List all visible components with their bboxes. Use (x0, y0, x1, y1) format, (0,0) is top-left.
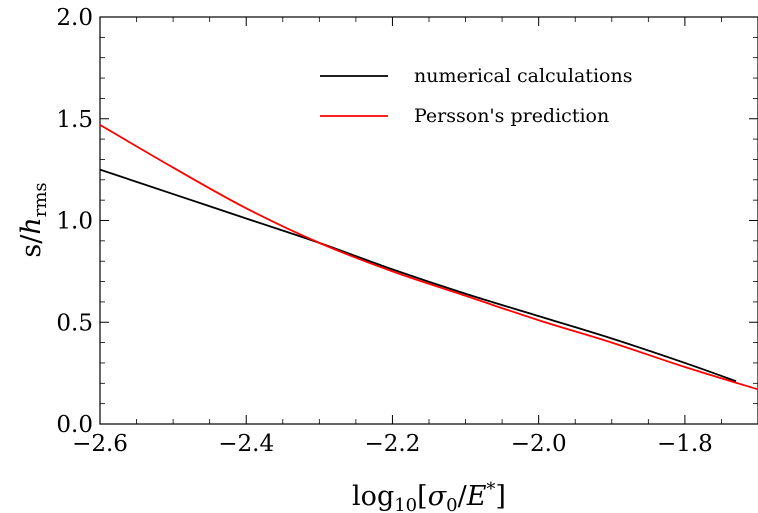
series-line-1 (99, 124, 758, 391)
x-tick-label: −2.4 (218, 431, 274, 457)
y-tick-label: 0.5 (56, 310, 93, 336)
legend-label-1: Persson's prediction (414, 105, 609, 127)
y-axis-label: s/hrms (16, 182, 51, 257)
x-tick-label: −2.6 (72, 431, 128, 457)
ticks (99, 16, 758, 425)
y-tick-label: 1.5 (56, 107, 93, 133)
y-tick-label: 1.0 (56, 209, 93, 235)
series-lines (99, 124, 758, 391)
x-tick-label: −2.0 (511, 431, 567, 457)
tick-labels: −2.6 −2.4 −2.2 −2.0 −1.8 0.0 0.5 1.0 1.5 2.0 (56, 5, 712, 457)
y-tick-label: 2.0 (56, 5, 93, 31)
legend: numerical calculations Persson's predicti… (320, 65, 632, 127)
x-tick-label: −1.8 (657, 431, 713, 457)
x-axis-label: log10[σ0/E*] (352, 479, 506, 513)
series-line-0 (99, 168, 737, 383)
legend-label-0: numerical calculations (414, 65, 632, 87)
y-tick-label: 0.0 (56, 412, 93, 438)
x-tick-label: −2.2 (365, 431, 421, 457)
